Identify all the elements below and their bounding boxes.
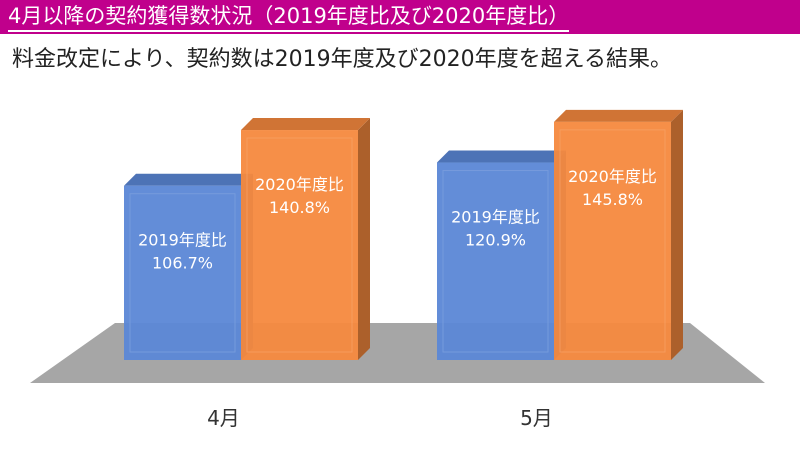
- bar-series-label: 2020年度比: [568, 167, 657, 186]
- bar: [241, 130, 358, 360]
- bar-highlight: [442, 170, 549, 353]
- bar-series-label: 2019年度比: [138, 231, 227, 250]
- bar-top-face: [437, 150, 566, 163]
- bar-highlight: [129, 193, 236, 353]
- bar-value-label: 145.8%: [582, 190, 643, 209]
- bar-highlight: [246, 137, 353, 353]
- bar-side-face: [358, 118, 370, 360]
- bar-value-label: 140.8%: [269, 198, 330, 217]
- title-bar: 4月以降の契約獲得数状況（2019年度比及び2020年度比）: [0, 0, 800, 34]
- bar-top-face: [554, 109, 683, 122]
- bar: [554, 121, 671, 360]
- page-subtitle: 料金改定により、契約数は2019年度及び2020年度を超える結果。: [12, 47, 672, 72]
- bar-side-face: [671, 109, 683, 360]
- bar-series-label: 2020年度比: [255, 175, 344, 194]
- page-title: 4月以降の契約獲得数状況（2019年度比及び2020年度比）: [8, 3, 570, 32]
- category-label: 4月: [207, 406, 240, 430]
- bar-series-label: 2019年度比: [451, 208, 540, 227]
- bar-highlight: [559, 129, 666, 353]
- bar-top-face: [124, 173, 253, 186]
- bar: [124, 185, 241, 360]
- bar-value-label: 120.9%: [465, 231, 526, 250]
- category-label: 5月: [520, 406, 553, 430]
- bar-top-face: [241, 118, 370, 131]
- bar: [437, 162, 554, 360]
- bar-value-label: 106.7%: [152, 254, 213, 273]
